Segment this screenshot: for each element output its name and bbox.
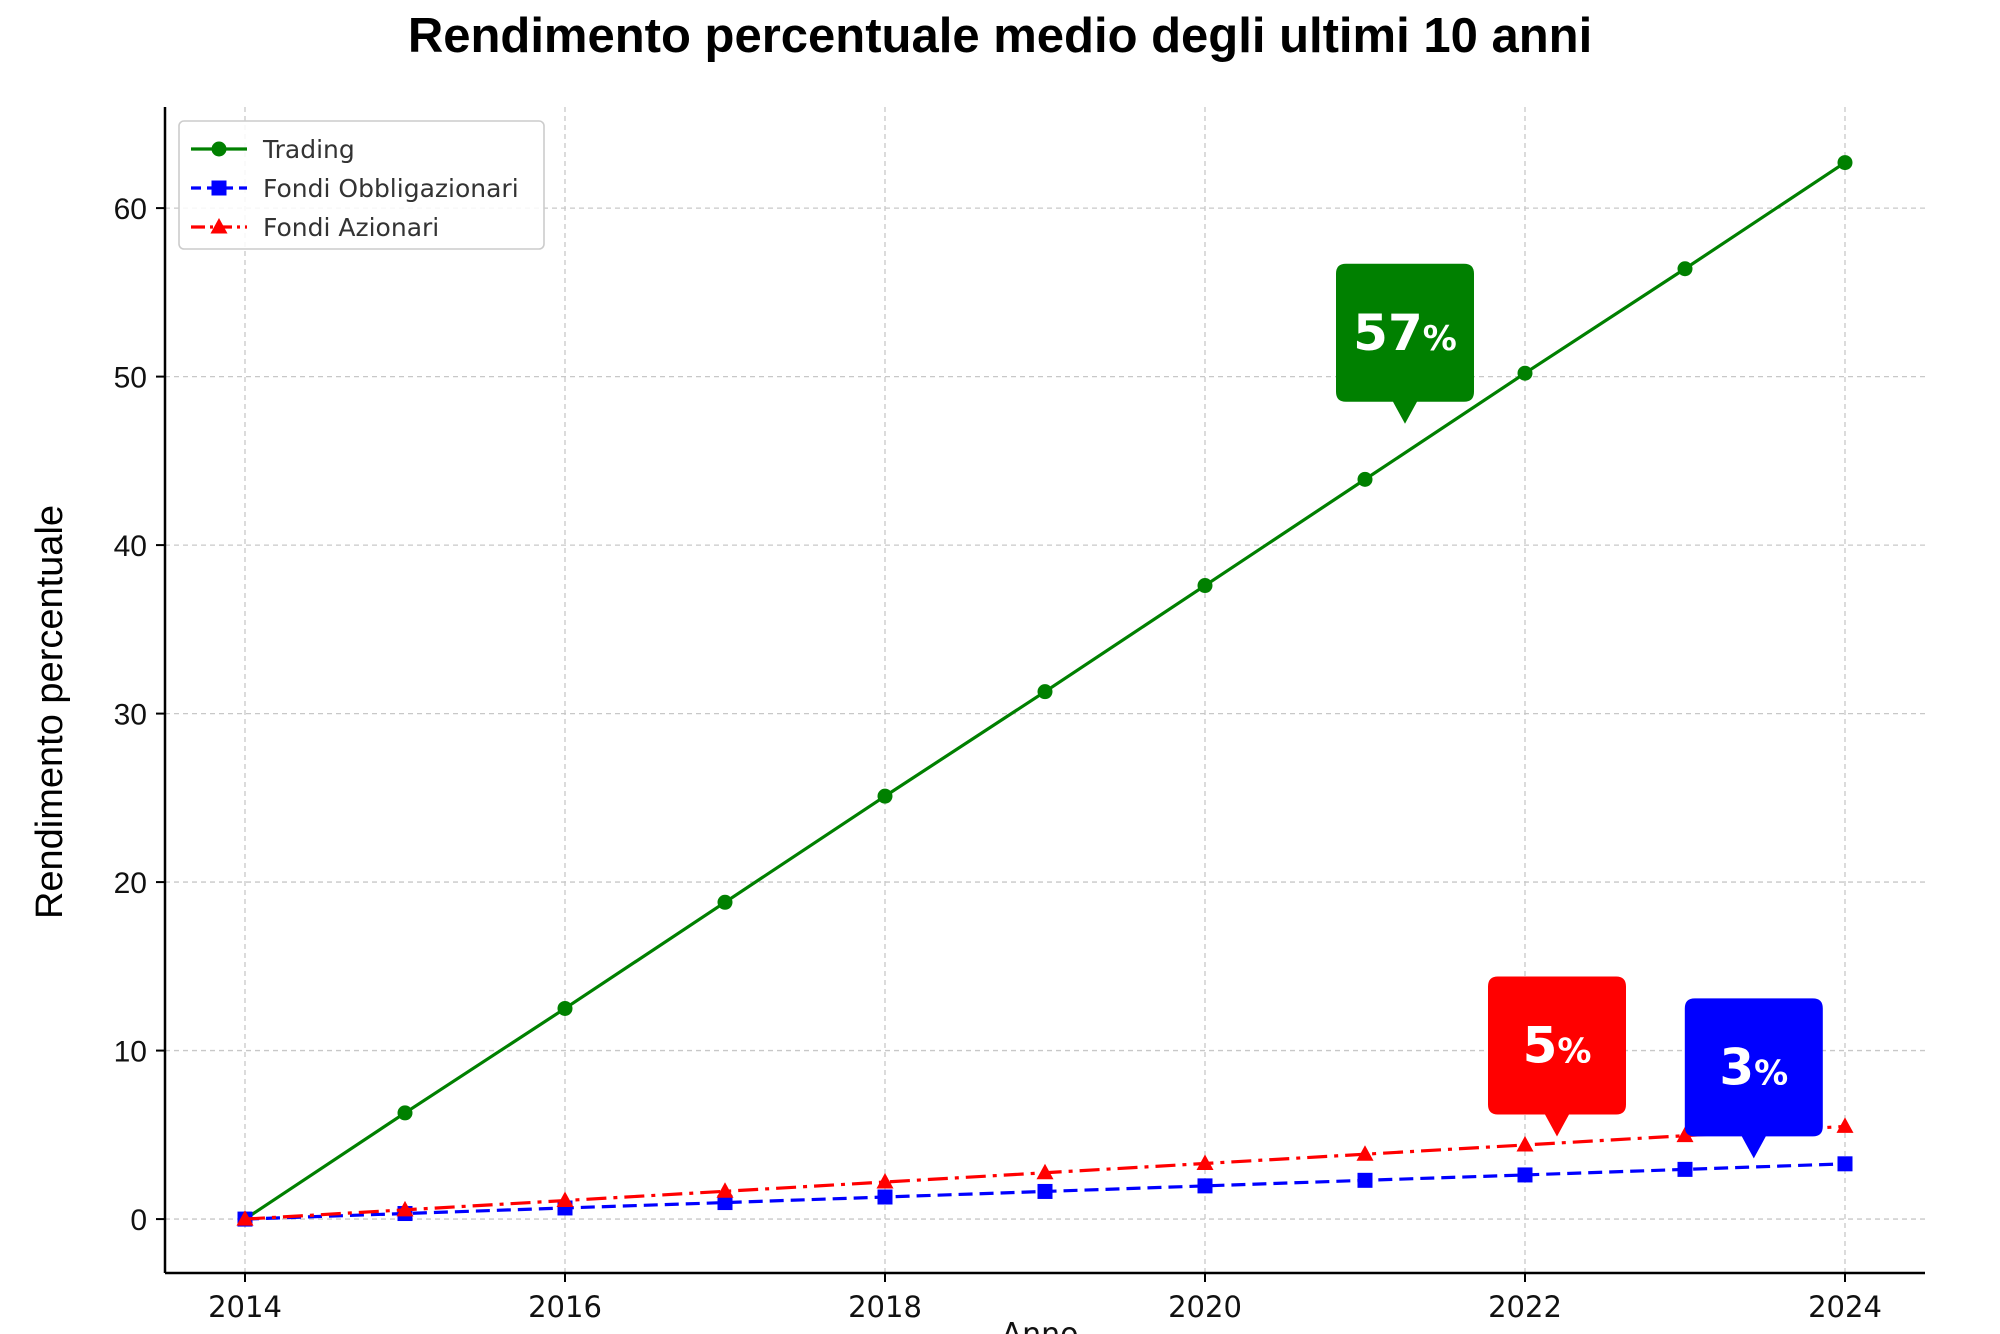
y-tick-label: 40 [114, 530, 147, 563]
y-tick-label: 0 [130, 1204, 147, 1237]
legend: Trading Fondi Obbligazionari Fondi Azionar… [178, 120, 545, 250]
data-point-trading [557, 1000, 573, 1016]
legend-marker [211, 141, 227, 157]
data-point-fondi-azionari [876, 1173, 894, 1189]
y-tick-label: 20 [114, 867, 147, 900]
y-tick-label: 30 [114, 699, 147, 732]
annotation-badge: 3% [1684, 998, 1823, 1159]
data-point-trading [877, 788, 893, 804]
data-point-fondi-azionari [716, 1182, 734, 1198]
x-tick-label: 2016 [528, 1290, 602, 1324]
badge-unit: % [1423, 319, 1457, 359]
series-layer [236, 155, 1854, 1227]
annotation-badge: 57% [1336, 263, 1474, 424]
data-point-fondi-azionari [1836, 1117, 1854, 1133]
data-point-trading [1677, 261, 1693, 277]
data-point-trading [717, 894, 733, 910]
data-point-fondi-obbligazionari [877, 1189, 893, 1205]
axes: 2014 2016 2018 2020 2022 2024 0 10 20 30 40 50 60 [114, 107, 1925, 1324]
badge-value: 3 [1719, 1038, 1754, 1096]
y-tick-label: 60 [114, 193, 147, 226]
badge-background [1684, 998, 1823, 1159]
y-tick-label: 50 [114, 362, 147, 395]
x-tick-label: 2022 [1488, 1290, 1562, 1324]
data-point-trading [1037, 684, 1053, 700]
data-point-fondi-azionari [1676, 1126, 1694, 1143]
data-point-fondi-azionari [556, 1191, 574, 1208]
x-tick-label: 2014 [208, 1290, 282, 1324]
annotation-badges: 57%5% 3% [1336, 263, 1823, 1159]
data-point-fondi-azionari [1356, 1145, 1374, 1161]
data-point-fondi-azionari [1516, 1135, 1534, 1152]
data-point-fondi-obbligazionari [1677, 1161, 1693, 1177]
badge-label: 3% [1719, 1038, 1788, 1096]
x-tick-label: 2024 [1808, 1290, 1882, 1324]
legend-marker [210, 218, 228, 234]
y-tick-label: 10 [114, 1036, 147, 1069]
badge-background [1336, 263, 1474, 424]
badge-unit: % [1557, 1032, 1591, 1072]
data-point-fondi-obbligazionari [717, 1195, 733, 1211]
data-point-fondi-obbligazionari [1197, 1178, 1213, 1194]
x-tick-label: 2018 [848, 1290, 922, 1324]
data-point-fondi-obbligazionari [1517, 1167, 1533, 1183]
badge-background [1488, 976, 1626, 1137]
y-axis-label: Rendimento percentuale [29, 505, 71, 919]
data-point-fondi-azionari [1196, 1154, 1214, 1170]
data-point-fondi-azionari [1036, 1163, 1054, 1180]
badge-value: 57 [1353, 304, 1423, 362]
data-point-fondi-azionari [396, 1200, 414, 1217]
data-point-fondi-azionari [236, 1210, 254, 1226]
legend-box [178, 120, 545, 250]
x-tick-label: 2020 [1168, 1290, 1242, 1324]
legend-label: Trading [262, 135, 355, 164]
annotation-badge: 5% [1488, 976, 1626, 1137]
badge-label: 5% [1523, 1017, 1592, 1075]
badge-label: 57% [1353, 304, 1457, 362]
data-point-fondi-obbligazionari [1357, 1172, 1373, 1188]
data-point-trading [1357, 471, 1373, 487]
badge-value: 5 [1523, 1017, 1558, 1075]
data-point-fondi-obbligazionari [1037, 1183, 1053, 1199]
data-point-trading [397, 1105, 413, 1121]
data-point-trading [1517, 365, 1533, 381]
legend-marker [211, 180, 227, 196]
x-axis-label: Anno [1002, 1317, 1079, 1334]
chart-title: Rendimento percentuale medio degli ultim… [408, 9, 1592, 63]
data-point-trading [1837, 155, 1853, 171]
data-point-fondi-obbligazionari [1837, 1156, 1853, 1172]
badge-unit: % [1754, 1053, 1788, 1093]
data-point-trading [1197, 578, 1213, 594]
legend-label: Fondi Azionari [263, 213, 439, 242]
legend-label: Fondi Obbligazionari [263, 174, 519, 203]
